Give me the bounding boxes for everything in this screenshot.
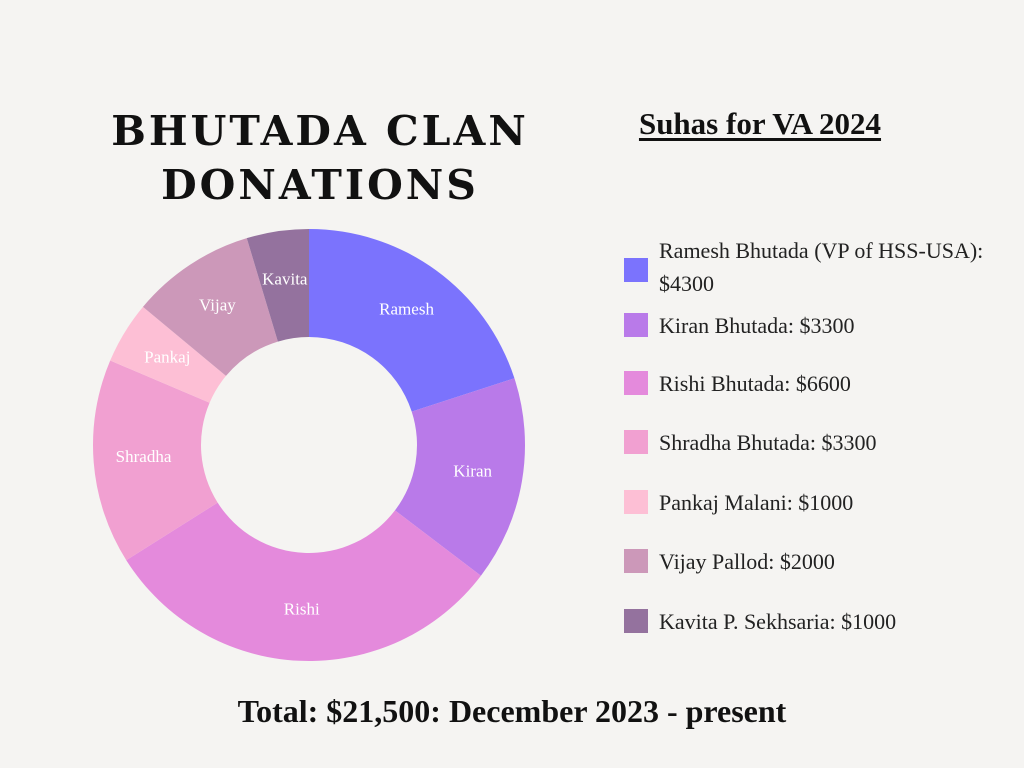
campaign-heading: Suhas for VA 2024 (638, 106, 882, 141)
slice-label-shradha: Shradha (116, 447, 172, 466)
legend-label: Kavita P. Sekhsaria: $1000 (659, 609, 897, 634)
slice-vijay (142, 238, 278, 376)
slice-kiran (394, 378, 525, 576)
slice-label-kavita: Kavita (262, 270, 308, 289)
slice-label-pankaj: Pankaj (144, 347, 190, 366)
slice-label-ramesh: Ramesh (379, 300, 434, 319)
slice-kavita (246, 229, 309, 342)
legend-label: Vijay Pallod: $2000 (659, 549, 835, 574)
legend-swatch (624, 490, 648, 514)
legend-swatch (624, 313, 648, 337)
slice-label-kiran: Kiran (453, 462, 492, 481)
slice-ramesh (309, 229, 515, 412)
legend-label: Pankaj Malani: $1000 (659, 490, 854, 515)
legend-swatch (624, 258, 648, 282)
legend-label: Shradha Bhutada: $3300 (659, 430, 877, 455)
chart-title-line-1: BHUTADA CLAN (111, 107, 529, 155)
legend-label: Kiran Bhutada: $3300 (659, 313, 855, 338)
legend-swatch (624, 609, 648, 633)
legend-label: Rishi Bhutada: $6600 (659, 371, 851, 396)
legend-swatch (624, 371, 648, 395)
slice-label-rishi: Rishi (284, 600, 320, 619)
legend-label: Ramesh Bhutada (VP of HSS-USA): $4300 (659, 238, 984, 296)
slice-shradha (92, 360, 218, 561)
legend-swatch (624, 430, 648, 454)
chart-title-line-2: DONATIONS (161, 161, 479, 209)
chart-title: BHUTADA CLAN DONATIONS (70, 104, 570, 212)
total-footer: Total: $21,500: December 2023 - present (237, 693, 787, 729)
slice-rishi (126, 502, 481, 661)
slice-pankaj (110, 306, 226, 403)
slice-label-vijay: Vijay (199, 295, 236, 314)
legend-swatch (624, 549, 648, 573)
